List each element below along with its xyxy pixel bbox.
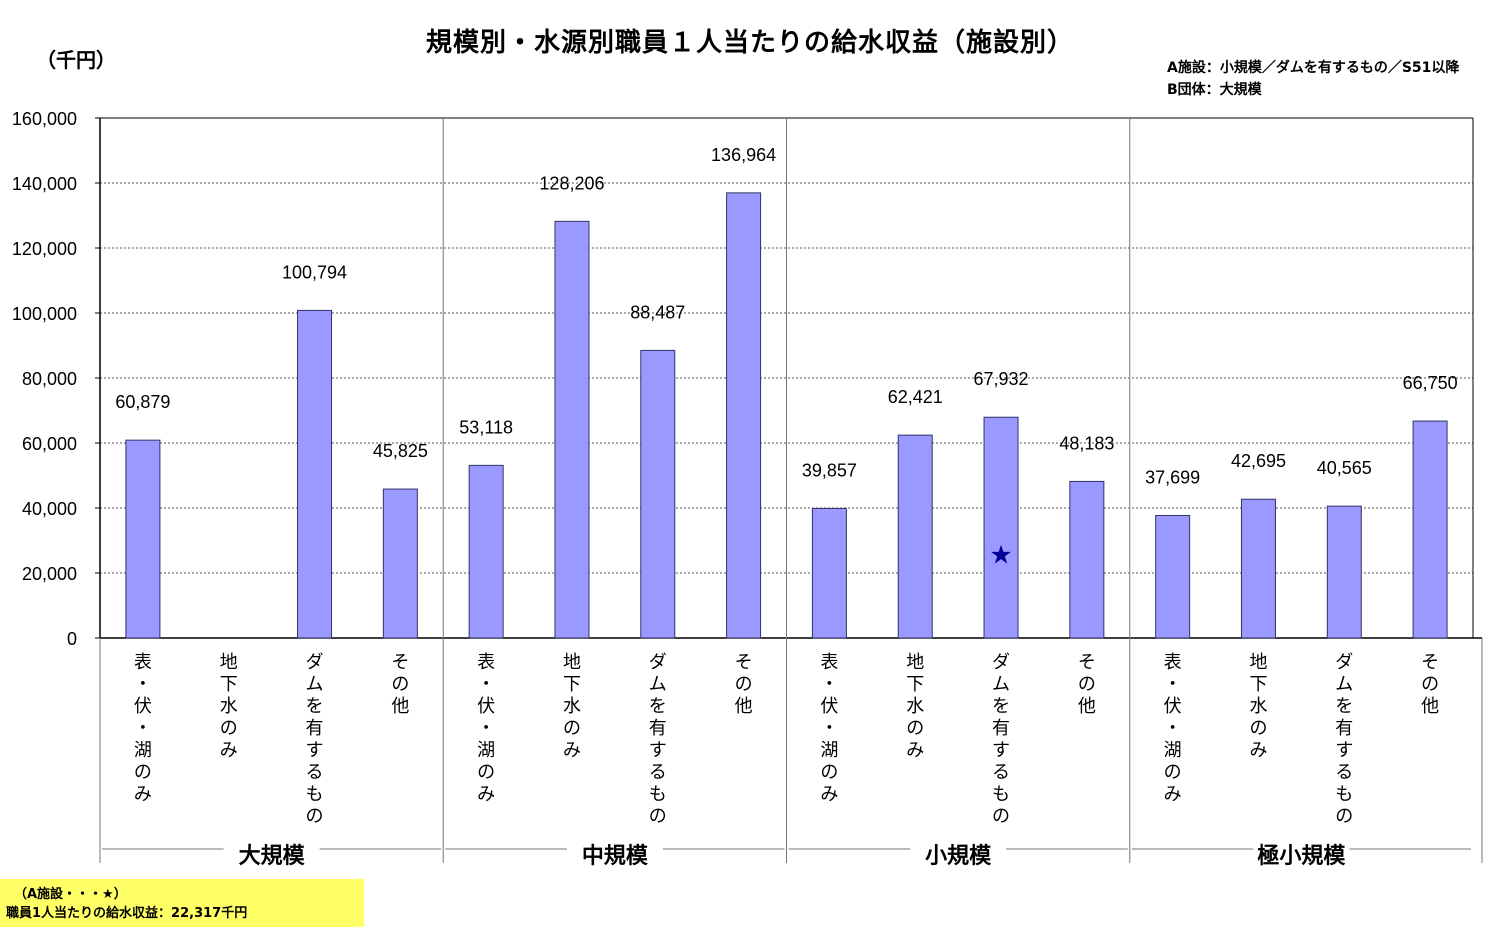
group-label: 中規模 (582, 844, 649, 869)
category-label: ダムを有するもの (649, 652, 667, 827)
note-a: A施設：小規模／ダムを有するもの／S51以降 (1167, 60, 1460, 76)
category-label: 地下水のみ (563, 652, 581, 761)
notes: A施設：小規模／ダムを有するもの／S51以降 B団体：大規模 (1167, 57, 1459, 101)
bar (554, 220, 590, 639)
y-tick-label: 0 (67, 629, 77, 649)
bar (1412, 420, 1448, 639)
bar (983, 416, 1019, 639)
category-label: ダムを有するもの (306, 652, 324, 827)
data-label: 48,183 (1059, 433, 1114, 453)
category-label: その他 (1421, 652, 1439, 717)
bar (640, 349, 676, 639)
chart-title: 規模別・水源別職員１人当たりの給水収益（施設別） (425, 28, 1074, 58)
category-label: その他 (1078, 652, 1096, 717)
y-tick-label: 120,000 (12, 239, 77, 259)
bar (897, 434, 933, 639)
data-label: 67,932 (974, 369, 1029, 389)
category-label: 地下水のみ (220, 652, 238, 761)
unit-label: （千円） (36, 48, 116, 72)
bar (726, 192, 762, 639)
y-tick-label: 40,000 (22, 499, 77, 519)
data-label: 40,565 (1317, 458, 1372, 478)
data-label: 100,794 (282, 262, 347, 282)
data-label: 37,699 (1145, 467, 1200, 487)
category-label: その他 (735, 652, 753, 717)
data-label: 53,118 (459, 417, 513, 437)
y-tick-label: 80,000 (22, 369, 77, 389)
callout-box: （A施設・・・★） 職員1人当たりの給水収益：22,317千円 (0, 879, 364, 927)
y-tick-label: 140,000 (12, 174, 77, 194)
category-label: 表・伏・湖のみ (134, 652, 152, 805)
category-label: その他 (391, 652, 409, 717)
data-label: 42,695 (1231, 451, 1286, 471)
y-tick-label: 60,000 (22, 434, 77, 454)
data-label: 88,487 (630, 302, 685, 322)
bar (297, 309, 333, 639)
callout-line1: （A施設・・・★） (14, 887, 127, 902)
star-marker: ★ (989, 541, 1012, 571)
y-tick-label: 160,000 (12, 109, 77, 129)
bar (1240, 498, 1276, 639)
y-tick-label: 20,000 (22, 564, 77, 584)
bar (1155, 514, 1191, 639)
bar (382, 488, 418, 639)
data-label: 66,750 (1403, 373, 1458, 393)
bar (1326, 505, 1362, 639)
category-label: ダムを有するもの (992, 652, 1010, 827)
data-label: 45,825 (373, 441, 428, 461)
bar (125, 439, 161, 639)
note-b: B団体：大規模 (1167, 82, 1262, 98)
data-label: 136,964 (711, 145, 776, 165)
data-label: 60,879 (115, 392, 170, 412)
group-label: 大規模 (239, 844, 306, 869)
callout-line2: 職員1人当たりの給水収益：22,317千円 (6, 906, 248, 921)
data-label: 39,857 (802, 460, 857, 480)
category-label: 地下水のみ (1249, 652, 1267, 761)
bar (468, 464, 504, 639)
category-label: 地下水のみ (906, 652, 924, 761)
category-label: 表・伏・湖のみ (477, 652, 495, 805)
bar (1069, 480, 1105, 639)
category-label: 表・伏・湖のみ (1164, 652, 1182, 805)
group-label: 極小規模 (1257, 843, 1346, 869)
bar (811, 507, 847, 639)
data-label: 62,421 (888, 387, 943, 407)
category-label: ダムを有するもの (1335, 652, 1353, 827)
category-label: 表・伏・湖のみ (820, 652, 838, 805)
data-label: 128,206 (539, 173, 604, 193)
y-tick-label: 100,000 (12, 304, 77, 324)
group-label: 小規模 (925, 844, 992, 869)
